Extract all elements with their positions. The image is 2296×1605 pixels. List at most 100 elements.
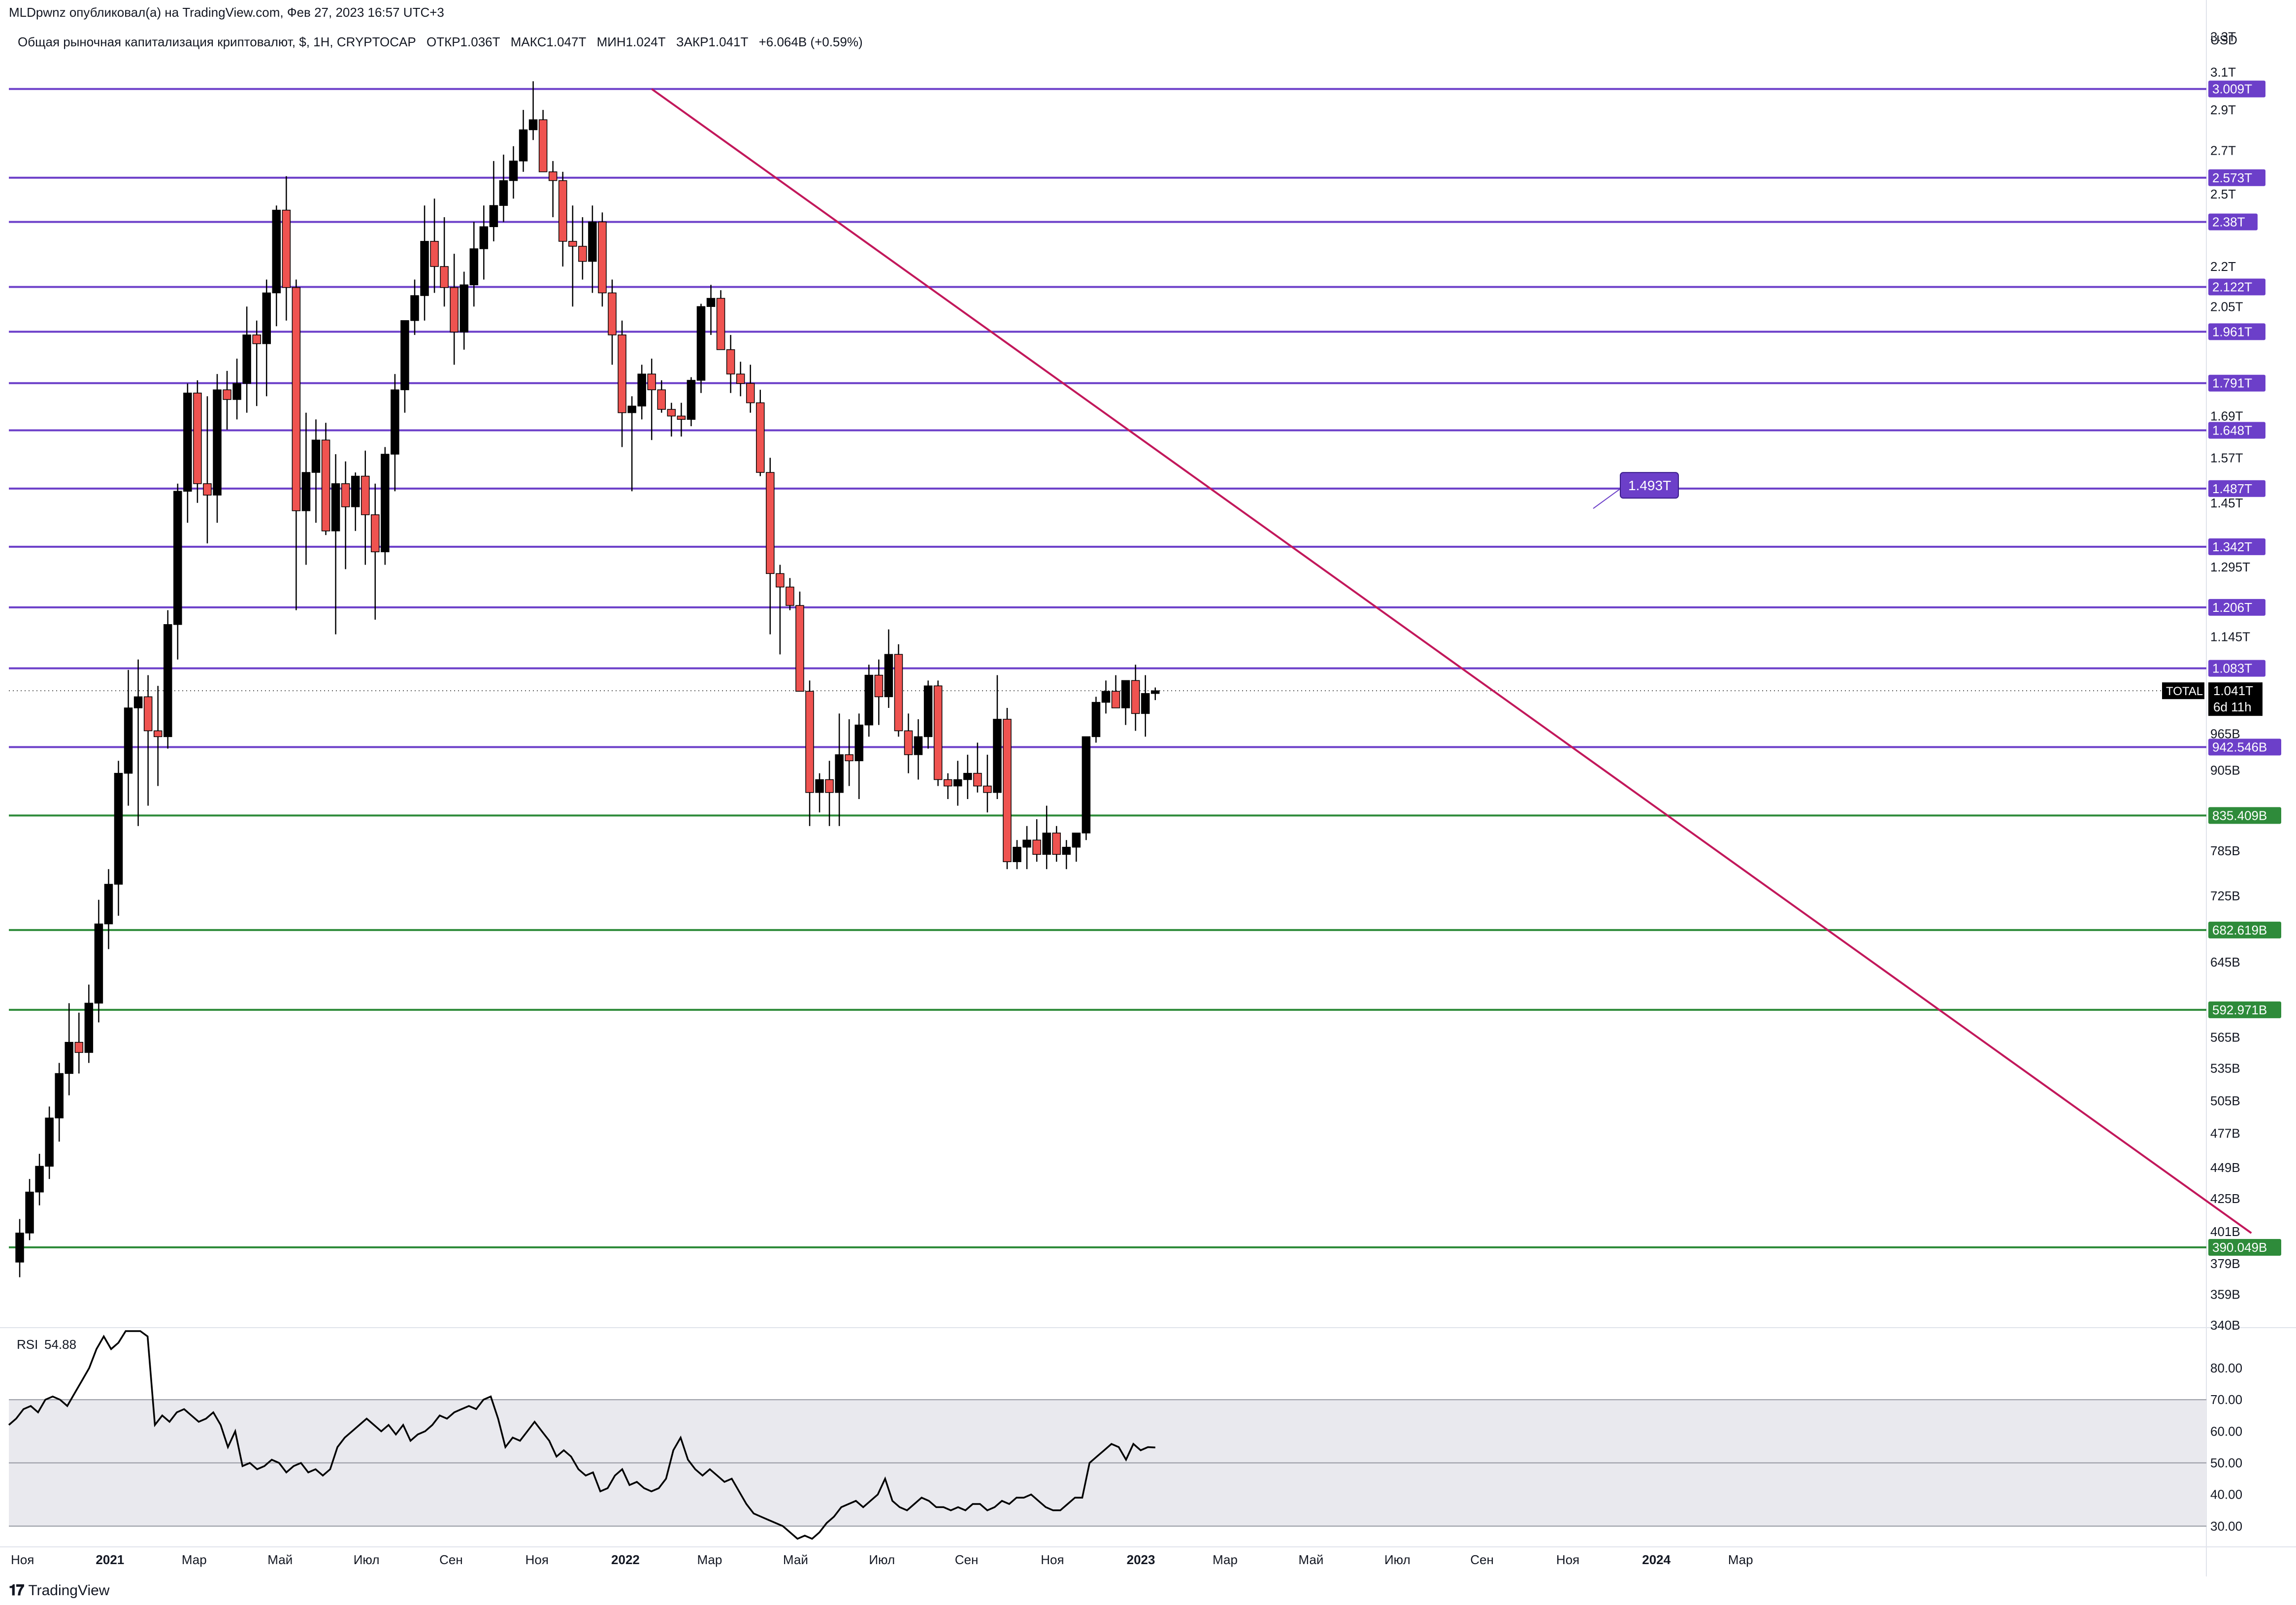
candle-body <box>301 472 311 511</box>
symbol-legend: Общая рыночная капитализация криптовалют… <box>18 34 870 50</box>
rsi-value-label: 54.88 <box>44 1337 76 1352</box>
candle-body <box>1131 680 1140 714</box>
candle-body <box>1141 693 1150 714</box>
candle-body <box>618 334 626 413</box>
candle-body <box>736 373 745 384</box>
candle-body <box>548 171 558 181</box>
time-axis-label: Сен <box>955 1552 979 1567</box>
candle-body <box>351 475 360 507</box>
price-tick-label: 965B <box>2210 726 2240 741</box>
time-axis-label: Май <box>783 1552 808 1567</box>
resistance-level-label: 2.38T <box>2212 214 2245 229</box>
candle-body <box>657 389 666 410</box>
price-tick-label: 1.57T <box>2210 450 2243 465</box>
candle-body <box>193 393 202 484</box>
annotation-label: 1.493T <box>1628 478 1671 493</box>
resistance-level-label: 1.648T <box>2212 423 2252 437</box>
price-tick-label: 535B <box>2210 1061 2240 1075</box>
candle-body <box>766 472 775 574</box>
price-tick-label: 1.295T <box>2210 560 2250 574</box>
support-level-label: 835.409B <box>2212 808 2267 823</box>
tradingview-brand: 𝟏𝟕 TradingView <box>9 1582 109 1599</box>
candle-body <box>371 514 380 552</box>
price-tick-label: 359B <box>2210 1287 2240 1302</box>
candle-body <box>647 373 656 391</box>
candle-body <box>845 754 853 762</box>
legend-title: Общая рыночная капитализация криптовалют… <box>18 34 416 49</box>
candle-body <box>1062 846 1071 855</box>
candle-body <box>914 736 923 755</box>
time-axis-label: 2022 <box>611 1552 640 1567</box>
rsi-tick-label: 40.00 <box>2210 1487 2242 1502</box>
candle-body <box>558 180 567 242</box>
candle-body <box>598 221 607 294</box>
price-tick-label: 3.3T <box>2210 29 2236 44</box>
resistance-level-badge <box>2208 660 2265 677</box>
resistance-level-badge <box>2208 213 2258 231</box>
time-axis-label: 2024 <box>1642 1552 1671 1567</box>
support-level-badge <box>2208 807 2281 824</box>
price-tick-label: 3.1T <box>2210 65 2236 79</box>
resistance-level-badge <box>2208 323 2265 340</box>
support-level-badge <box>2208 921 2281 938</box>
resistance-level-badge <box>2208 599 2265 616</box>
price-tick-label: 645B <box>2210 955 2240 970</box>
tradingview-logo-icon: 𝟏𝟕 <box>9 1582 24 1599</box>
rsi-tick-label: 70.00 <box>2210 1392 2242 1407</box>
candle-body <box>84 1003 94 1053</box>
time-axis-label: Ноя <box>11 1552 34 1567</box>
candle-body <box>65 1041 73 1074</box>
time-axis-label: Май <box>1299 1552 1324 1567</box>
candle-body <box>963 772 972 780</box>
candle-body <box>430 241 439 267</box>
time-axis-label: Ноя <box>1041 1552 1064 1567</box>
candle-body <box>509 161 518 181</box>
rsi-tick-label: 30.00 <box>2210 1519 2242 1534</box>
support-level-label: 390.049B <box>2212 1240 2267 1255</box>
candle-body <box>232 383 241 400</box>
resistance-level-badge <box>2208 422 2265 439</box>
resistance-level-label: 1.342T <box>2212 539 2252 554</box>
candle-body <box>1151 690 1160 694</box>
candle-body <box>55 1073 64 1119</box>
candle-body <box>15 1233 24 1263</box>
candle-body <box>74 1041 84 1053</box>
candle-body <box>627 405 636 413</box>
candle-body <box>1003 719 1012 862</box>
candle-body <box>884 654 893 698</box>
time-axis-label: Мар <box>1728 1552 1753 1567</box>
candle-body <box>588 221 597 262</box>
annotation-badge <box>1620 472 1679 499</box>
time-axis-label: Июл <box>869 1552 895 1567</box>
candle-body <box>1121 680 1130 708</box>
candle-body <box>282 209 291 288</box>
candle-body <box>341 483 350 507</box>
candle-body <box>133 696 143 708</box>
candle-body <box>311 439 321 473</box>
candle-body <box>923 685 933 737</box>
resistance-level-label: 1.206T <box>2212 600 2252 615</box>
countdown-label: 6d 11h <box>2213 700 2252 714</box>
candle-body <box>756 402 765 473</box>
resistance-level-badge <box>2208 738 2281 756</box>
candle-body <box>696 306 706 381</box>
candle-body <box>904 730 913 755</box>
candle-body <box>469 248 479 285</box>
time-axis-label: Сен <box>1470 1552 1494 1567</box>
price-tick-label: 2.7T <box>2210 143 2236 158</box>
candle-body <box>153 730 163 737</box>
candle-body <box>321 439 330 532</box>
candle-body <box>894 654 903 732</box>
candle-body <box>164 624 172 737</box>
support-level-badge <box>2208 1001 2281 1018</box>
legend-open: ОТКР1.036T <box>426 34 500 49</box>
time-axis-label: Мар <box>697 1552 722 1567</box>
resistance-level-badge <box>2208 169 2265 186</box>
candle-body <box>45 1117 54 1167</box>
candle-body <box>993 719 1002 793</box>
resistance-level-badge <box>2208 538 2265 555</box>
currency-label: USD <box>2210 33 2237 47</box>
candle-body <box>776 573 785 588</box>
candle-body <box>104 884 113 925</box>
